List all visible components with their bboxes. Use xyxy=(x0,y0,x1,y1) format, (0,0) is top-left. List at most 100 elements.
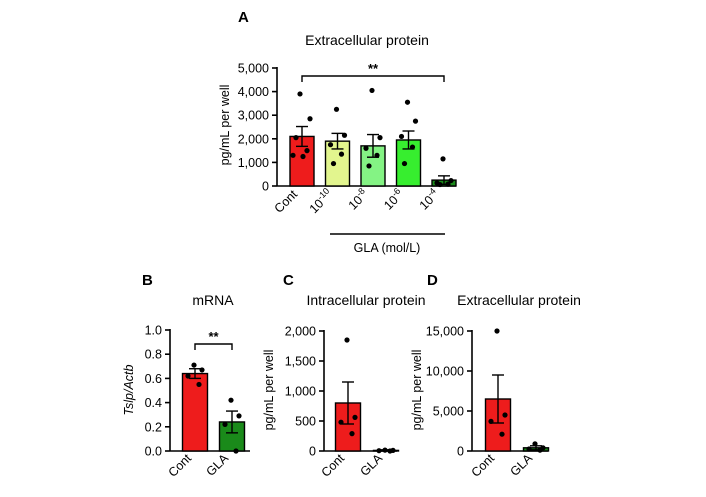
panel-a-data-point xyxy=(338,151,345,157)
panel-letter-b: B xyxy=(142,272,153,289)
panel-b: B mRNA Tslp/Actb 0.0 0.2 0.4 0.6 0.8 1.0 Cont G… xyxy=(122,272,250,480)
panel-a-data-point xyxy=(363,145,369,151)
panel-d: D Extracellular protein pg/mL per well 0… xyxy=(410,272,581,480)
panel-a-data-point xyxy=(398,133,405,140)
panel-a-title: Extracellular protein xyxy=(305,32,429,48)
panel-a-data-point xyxy=(304,148,310,154)
panel-d-data-point xyxy=(494,328,500,334)
panel-b-data-point xyxy=(196,381,202,388)
panel-c-plot: 0 500 1,000 1,500 2,000 Cont GLA xyxy=(285,325,400,480)
panel-a-data-point xyxy=(440,156,446,162)
panel-a-category-label: 10-4 xyxy=(415,186,442,213)
panel-a-data-point xyxy=(448,177,454,184)
panel-c-title: Intracellular protein xyxy=(306,292,425,308)
panel-b-data-point xyxy=(236,413,242,419)
panel-a-data-point xyxy=(366,163,372,169)
panel-d-ytick-label: 10,000 xyxy=(426,365,464,379)
panel-a-ytick-label: 0 xyxy=(262,180,269,194)
panel-c-data-point xyxy=(338,419,344,425)
panel-b-data-point xyxy=(199,367,205,373)
panel-d-data-point xyxy=(488,418,494,424)
panel-b-data-point xyxy=(222,421,228,427)
panel-a-data-point xyxy=(327,142,334,148)
panel-b-ytick-label: 0.0 xyxy=(145,445,162,459)
panel-a-ytick-label: 3,000 xyxy=(238,109,269,123)
panel-d-bar xyxy=(484,398,512,452)
panel-b-category-label: GLA xyxy=(204,451,232,479)
panel-a-plot: 0 1,000 2,000 3,000 4,000 5,000 Cont 10-10 10-8 1… xyxy=(238,61,457,216)
panel-b-significance-bracket xyxy=(194,343,233,350)
panel-d-ytick-label: 15,000 xyxy=(426,325,464,339)
panel-d-data-point xyxy=(537,447,543,453)
panel-a-data-point xyxy=(341,132,348,138)
panel-a-data-point xyxy=(404,99,411,105)
panel-letter-d: D xyxy=(427,272,438,289)
panel-c-data-point xyxy=(352,414,358,420)
panel-c-data-point xyxy=(382,447,388,453)
panel-a-bar xyxy=(360,145,386,187)
panel-b-ytick-label: 0.8 xyxy=(145,348,162,362)
panel-c-ytick-label: 2,000 xyxy=(285,325,316,339)
panel-a-category-label: 10-6 xyxy=(380,186,407,213)
panel-a-data-point xyxy=(330,160,337,167)
panel-b-data-point xyxy=(185,373,191,379)
panel-b-ytick-label: 0.2 xyxy=(145,420,162,434)
panel-b-category-label: Cont xyxy=(166,451,195,480)
panel-c-category-label: Cont xyxy=(319,451,348,480)
panel-a-ylabel: pg/mL per well xyxy=(218,85,232,166)
panel-c-data-point xyxy=(349,431,355,437)
panel-letter-c: C xyxy=(283,272,294,289)
panel-a-ytick-label: 1,000 xyxy=(238,156,269,170)
panel-a-category-label: Cont xyxy=(272,187,301,216)
panel-a-data-point xyxy=(333,106,340,112)
panel-d-category-label: GLA xyxy=(508,451,536,479)
panel-c-category-label: GLA xyxy=(358,451,386,479)
panel-a-category-label: 10-8 xyxy=(344,186,371,213)
panel-b-data-point xyxy=(228,397,234,403)
panel-b-significance-label: ** xyxy=(208,329,219,344)
panel-letter-a: A xyxy=(238,9,249,26)
panel-b-data-point xyxy=(233,448,239,454)
panel-a-data-point xyxy=(401,160,408,167)
panel-a-data-point xyxy=(437,181,443,188)
panel-b-ytick-label: 1.0 xyxy=(145,324,162,338)
panel-a-ytick-label: 2,000 xyxy=(238,132,269,146)
panel-a-data-point xyxy=(377,135,383,141)
panel-a-data-point xyxy=(374,152,380,158)
panel-c-data-point xyxy=(387,448,393,454)
panel-d-data-point xyxy=(532,441,538,447)
panel-d-data-point xyxy=(499,431,505,437)
panel-c-ytick-label: 0 xyxy=(309,445,316,459)
panel-d-data-point xyxy=(526,446,532,452)
panel-d-title: Extracellular protein xyxy=(457,292,581,308)
panel-c-ytick-label: 1,500 xyxy=(285,355,316,369)
panel-a-data-point xyxy=(293,135,299,141)
panel-a-significance-label: ** xyxy=(368,61,379,76)
panel-b-ylabel: Tslp/Actb xyxy=(122,364,136,415)
panel-b-data-point xyxy=(191,362,197,368)
panel-c-data-point xyxy=(344,337,350,343)
panel-a: A Extracellular protein pg/mL per well 0… xyxy=(218,9,457,255)
panel-d-ytick-label: 5,000 xyxy=(433,405,464,419)
panel-a-significance-bracket xyxy=(301,75,445,82)
panel-d-category-label: Cont xyxy=(469,451,498,480)
panel-b-ytick-label: 0.4 xyxy=(145,396,162,410)
panel-c-ytick-label: 500 xyxy=(295,415,316,429)
panel-a-data-point xyxy=(290,152,296,158)
panel-a-ytick-label: 4,000 xyxy=(238,85,269,99)
panel-b-plot: 0.0 0.2 0.4 0.6 0.8 1.0 Cont GLA ** xyxy=(145,324,250,480)
panel-a-data-point xyxy=(409,144,416,150)
panel-a-data-point xyxy=(307,116,313,122)
panel-d-plot: 0 5,000 10,000 15,000 Cont GLA xyxy=(426,325,550,480)
panel-a-data-point xyxy=(445,181,451,187)
panel-d-data-point xyxy=(502,412,508,418)
panel-b-bar xyxy=(181,372,209,452)
panel-d-ylabel: pg/mL per well xyxy=(410,350,424,431)
panel-b-ytick-label: 0.6 xyxy=(145,372,162,386)
panel-d-ytick-label: 0 xyxy=(457,445,464,459)
panel-a-ytick-label: 5,000 xyxy=(238,62,269,76)
panel-a-data-point xyxy=(300,153,306,160)
panel-a-category-label: 10-10 xyxy=(305,186,335,216)
panel-b-title: mRNA xyxy=(192,292,234,308)
